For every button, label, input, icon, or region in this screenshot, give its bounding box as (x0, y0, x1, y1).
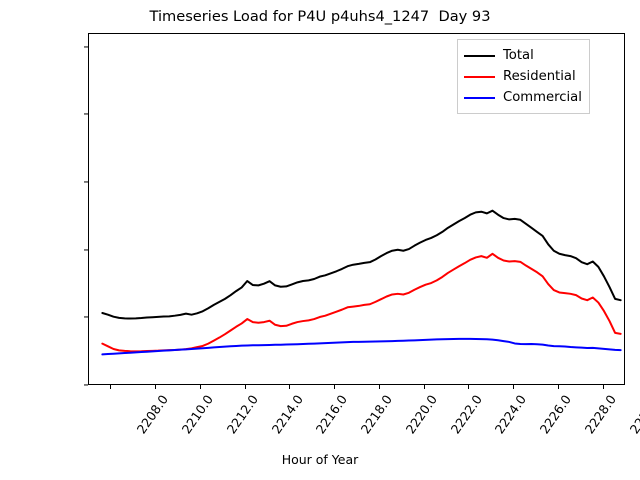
plot-lines (89, 34, 624, 384)
legend-label: Residential (503, 69, 576, 84)
x-tick-mark (199, 385, 201, 389)
legend-swatch-commercial (464, 96, 495, 99)
x-tick-mark (244, 385, 246, 389)
legend-swatch-total (464, 54, 495, 57)
legend-item-residential: Residential (464, 66, 582, 87)
x-axis-label: Hour of Year (281, 452, 359, 467)
series-line-commercial (102, 339, 620, 355)
x-tick-label: 2216.0 (313, 392, 351, 437)
x-tick-label: 2222.0 (447, 392, 485, 437)
y-tick-mark (84, 181, 88, 183)
chart-legend: Total Residential Commercial (457, 39, 590, 114)
x-tick-mark (110, 385, 112, 389)
legend-label: Total (503, 48, 534, 63)
x-tick-mark (155, 385, 157, 389)
legend-label: Commercial (503, 90, 582, 105)
x-tick-mark (557, 385, 559, 389)
x-tick-mark (423, 385, 425, 389)
y-tick-mark (84, 45, 88, 48)
series-line-total (102, 211, 620, 319)
x-tick-label: 2218.0 (357, 392, 396, 437)
x-tick-mark (289, 385, 291, 389)
x-tick-label: 2226.0 (536, 392, 575, 437)
x-tick-label: 2214.0 (268, 392, 306, 437)
series-line-residential (102, 254, 620, 352)
x-tick-label: 2212.0 (223, 392, 261, 437)
legend-item-total: Total (464, 45, 582, 66)
y-tick-mark (84, 384, 88, 386)
x-tick-label: 2208.0 (134, 392, 172, 437)
x-tick-label: 2224.0 (492, 392, 530, 437)
x-tick-mark (334, 385, 336, 389)
x-tick-mark (602, 385, 604, 389)
legend-swatch-residential (464, 75, 495, 78)
y-tick-mark (84, 113, 88, 115)
x-tick-label: 2230.0 (626, 392, 640, 437)
x-tick-mark (378, 385, 380, 389)
x-tick-label: 2220.0 (402, 392, 440, 437)
y-tick-mark (84, 316, 88, 318)
legend-item-commercial: Commercial (464, 87, 582, 108)
x-tick-label: 2228.0 (581, 392, 619, 437)
x-tick-mark (513, 385, 515, 389)
x-tick-mark (468, 385, 470, 389)
y-tick-mark (84, 249, 88, 251)
chart-title: Timeseries Load for P4U p4uhs4_1247 Day … (149, 8, 491, 25)
x-tick-label: 2210.0 (178, 392, 217, 437)
